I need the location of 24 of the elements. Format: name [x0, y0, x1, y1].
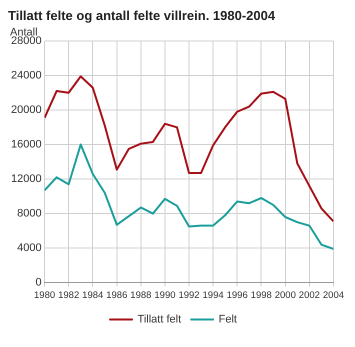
- y-tick-label: 4000: [17, 242, 42, 254]
- x-tick-label: 1984: [82, 290, 104, 301]
- x-tick-label: 1986: [106, 290, 128, 301]
- y-tick-label: 12000: [10, 173, 42, 186]
- x-tick-label: 1988: [130, 290, 152, 301]
- x-tick-label: 1982: [58, 290, 80, 301]
- y-tick-label: 8000: [17, 208, 42, 220]
- x-tick-label: 1994: [202, 290, 224, 301]
- x-tick-label: 1980: [34, 290, 56, 301]
- x-tick-label: 2004: [322, 290, 344, 301]
- x-tick-label: 1990: [154, 290, 176, 301]
- legend-label: Tillatt felt: [138, 314, 182, 326]
- y-tick-label: 20000: [10, 104, 42, 116]
- x-tick-label: 2002: [298, 290, 320, 301]
- y-tick-label: 0: [35, 276, 42, 289]
- y-tick-label: 28000: [10, 35, 42, 48]
- x-tick-label: 1996: [226, 290, 248, 301]
- x-tick-label: 1998: [250, 290, 272, 301]
- legend-label: Felt: [218, 314, 237, 326]
- y-tick-label: 16000: [10, 138, 42, 151]
- chart-title: Tillatt felte og antall felte villrein. 1980-2004: [8, 8, 276, 23]
- y-tick-label: 24000: [10, 70, 42, 82]
- x-tick-label: 1992: [178, 290, 200, 301]
- x-tick-label: 2000: [274, 290, 296, 301]
